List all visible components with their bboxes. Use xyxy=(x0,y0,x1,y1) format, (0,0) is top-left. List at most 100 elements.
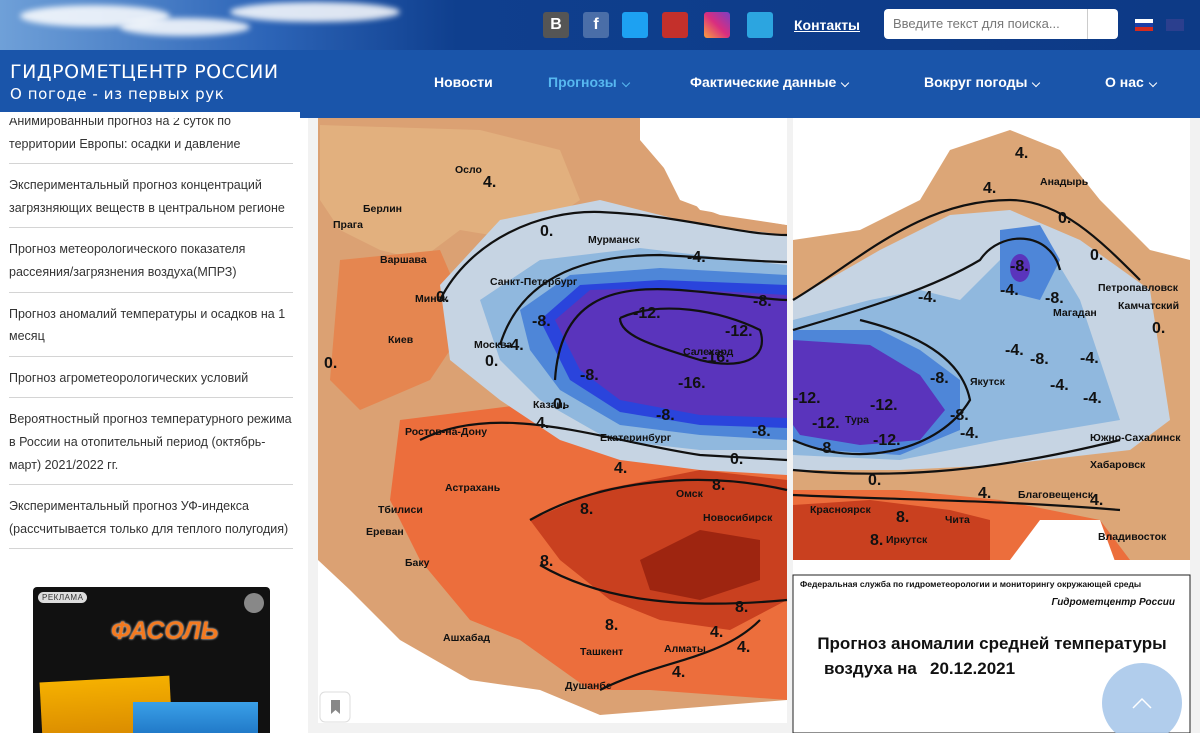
ad-tag: РЕКЛАМА xyxy=(38,592,88,603)
contour-label: -4. xyxy=(1080,350,1099,367)
contours xyxy=(792,198,1141,512)
contour-label: -8. xyxy=(930,370,949,387)
chevron xyxy=(1148,78,1158,88)
social-twitter[interactable] xyxy=(622,12,648,38)
social-facebook[interactable]: f xyxy=(583,12,609,38)
contour-label: -4. xyxy=(505,337,524,354)
map-area xyxy=(330,250,470,410)
sidebar-link[interactable]: Экспериментальный прогноз УФ-индекса (ра… xyxy=(9,495,293,550)
cloud xyxy=(120,18,250,36)
city-label: Ростов-на-Дону xyxy=(405,426,487,438)
search-button[interactable] xyxy=(1087,9,1118,39)
contour-label: -16. xyxy=(702,349,730,366)
nav-item[interactable]: О нас xyxy=(1105,74,1158,90)
contour-label: 4. xyxy=(710,624,723,641)
sidebar-link[interactable]: Экспериментальный прогноз концентраций з… xyxy=(9,174,293,229)
flag-ru[interactable] xyxy=(1135,19,1153,31)
contour-label: -16. xyxy=(678,375,706,392)
map-area xyxy=(1060,118,1190,240)
city-label: Магадан xyxy=(1053,307,1097,319)
map-area xyxy=(793,118,930,235)
city-label: Благовещенск xyxy=(1018,489,1094,501)
chevron xyxy=(1032,78,1041,88)
contour-label: -8. xyxy=(1010,258,1029,275)
map-image: Федеральная служба по гидрометеорологии … xyxy=(318,118,1191,733)
ad-menu[interactable] xyxy=(244,593,264,613)
contour-label: 4. xyxy=(983,180,996,197)
contour-label: -8. xyxy=(753,293,772,310)
city-label: Анадырь xyxy=(1040,176,1089,188)
contour-label: 0. xyxy=(436,289,449,306)
sidebar-link[interactable]: Вероятностный прогноз температурного реж… xyxy=(9,408,293,486)
contour-label: -4. xyxy=(1000,282,1019,299)
contour-label: -8. xyxy=(950,407,969,424)
city-label: Баку xyxy=(405,557,430,569)
social-youtube[interactable] xyxy=(662,12,688,38)
city-label: Прага xyxy=(333,219,363,231)
city-label: Мурманск xyxy=(588,234,640,246)
city-label: Варшава xyxy=(380,254,427,266)
cloud xyxy=(230,2,400,22)
chevron xyxy=(621,78,630,88)
contour-label: -12. xyxy=(633,305,661,322)
social-vk[interactable]: B xyxy=(543,12,569,38)
caption-title: воздуха на xyxy=(824,659,917,678)
nav-label: Новости xyxy=(434,74,493,90)
contour-label: -4. xyxy=(1005,342,1024,359)
flag-en[interactable] xyxy=(1166,19,1184,31)
contour-label: -8. xyxy=(532,313,551,330)
contour-label: 4. xyxy=(978,485,991,502)
map-area xyxy=(1010,520,1120,575)
nav-item[interactable]: Вокруг погоды xyxy=(924,74,1041,90)
site-title[interactable]: ГИДРОМЕТЦЕНТР РОССИИ xyxy=(10,61,279,83)
city-label: Берлин xyxy=(363,203,402,215)
contour-label: 4. xyxy=(672,664,685,681)
sidebar-link[interactable]: Анимированный прогноз на 2 суток по терр… xyxy=(9,110,293,165)
city-label: Алматы xyxy=(664,643,706,655)
contour-label: -4. xyxy=(960,425,979,442)
contour-label: -12. xyxy=(725,323,753,340)
ad-banner[interactable]: РЕКЛАМА ФАСОЛЬ xyxy=(33,587,270,733)
map-area xyxy=(640,530,760,600)
city-label: Якутск xyxy=(970,376,1006,388)
contour-label: 4. xyxy=(1090,492,1103,509)
chevron xyxy=(841,78,850,88)
contour-label: 4. xyxy=(483,174,496,191)
contour-label: 0. xyxy=(553,396,566,413)
map-area xyxy=(1010,254,1030,282)
contour-label: 8. xyxy=(735,599,748,616)
nav-item[interactable]: Фактические данные xyxy=(690,74,850,90)
contour-label: -4. xyxy=(687,249,706,266)
city-label: Осло xyxy=(455,164,482,176)
nav-item[interactable]: Прогнозы xyxy=(548,74,630,90)
contacts-link[interactable]: Контакты xyxy=(794,17,861,33)
city-label: Красноярск xyxy=(810,504,871,516)
nav-label: Фактические данные xyxy=(690,74,837,90)
contour-label: -8. xyxy=(1045,290,1064,307)
site-subtitle: О погоде - из первых рук xyxy=(10,85,225,103)
scroll-top-icon xyxy=(1132,697,1152,709)
sidebar-mask xyxy=(0,112,300,118)
sidebar-link[interactable]: Прогноз метеорологического показателя ра… xyxy=(9,238,293,293)
contour-label: 8. xyxy=(896,509,909,526)
city-label: Санкт-Петербург xyxy=(490,276,578,288)
contour-label: 4. xyxy=(614,460,627,477)
nav-label: Вокруг погоды xyxy=(924,74,1028,90)
sidebar-link[interactable]: Прогноз агрометеорологических условий xyxy=(9,367,293,399)
nav-item[interactable]: Новости xyxy=(434,74,493,90)
city-label: Ташкент xyxy=(580,646,623,658)
contour-label: 0. xyxy=(485,353,498,370)
caption-agency: Федеральная служба по гидрометеорологии … xyxy=(800,579,1141,589)
social-instagram[interactable] xyxy=(704,12,730,38)
search-box[interactable]: Введите текст для поиска... xyxy=(884,9,1118,39)
contour-label: -4. xyxy=(918,289,937,306)
social-telegram[interactable] xyxy=(747,12,773,38)
caption-center: Гидрометцентр России xyxy=(1051,597,1175,608)
sidebar-link[interactable]: Прогноз аномалий температуры и осадков н… xyxy=(9,303,293,357)
city-label: Екатеринбург xyxy=(600,432,672,444)
contour-label: 8. xyxy=(540,553,553,570)
city-label: Душанбе xyxy=(565,680,612,692)
city-label: Ереван xyxy=(366,526,404,538)
